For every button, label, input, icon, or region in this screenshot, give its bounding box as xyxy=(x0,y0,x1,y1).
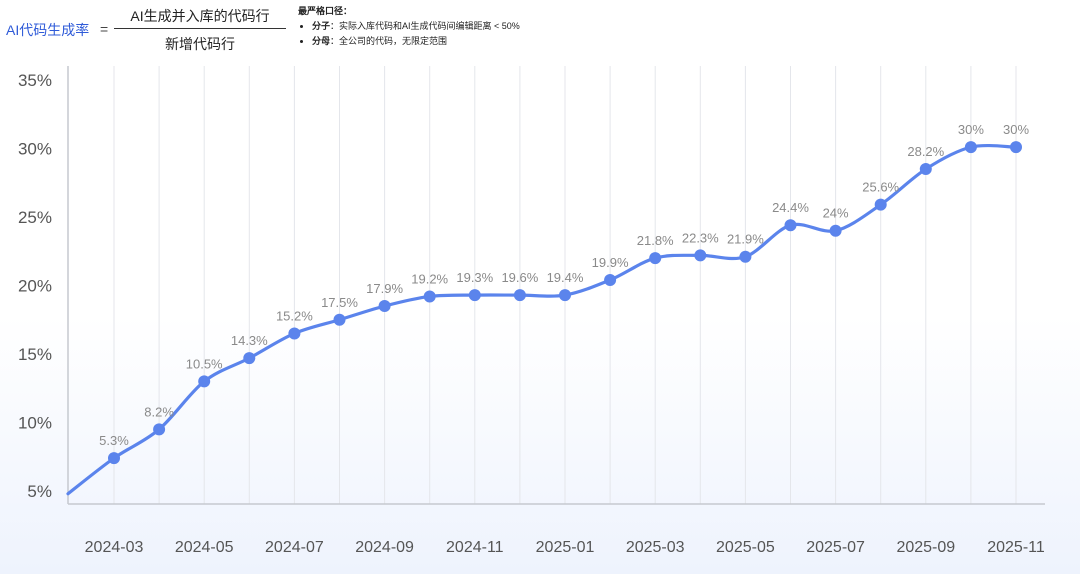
x-tick-label: 2024-05 xyxy=(175,539,234,556)
x-tick-label: 2025-07 xyxy=(806,539,865,556)
data-point xyxy=(784,219,797,232)
definition-notes: 最严格口径： 分子：实际入库代码和AI生成代码间编辑距离 < 50% 分母：全公… xyxy=(298,4,520,49)
data-label: 30% xyxy=(958,122,984,137)
data-point xyxy=(649,252,662,265)
data-point xyxy=(919,163,932,176)
data-label: 19.6% xyxy=(501,270,538,285)
formula-equals: = xyxy=(100,21,109,37)
notes-title: 最严格口径： xyxy=(298,6,353,16)
data-label: 21.8% xyxy=(637,233,674,248)
x-tick-label: 2024-11 xyxy=(446,539,504,556)
data-point xyxy=(739,250,752,263)
data-point xyxy=(378,300,391,313)
fraction-bar xyxy=(114,28,286,29)
data-label: 5.3% xyxy=(99,433,129,448)
formula: AI代码生成率 = AI生成并入库的代码行 新增代码行 xyxy=(6,4,286,54)
data-label: 14.3% xyxy=(231,333,268,348)
data-point xyxy=(333,313,346,326)
data-point xyxy=(829,224,842,237)
data-labels: 5.3% 8.2% 10.5% 14.3% 15.2% 17.5% 17.9% 19.2% 19… xyxy=(99,122,1029,448)
data-label: 30% xyxy=(1003,122,1029,137)
y-axis-ticks: 5% 10% 15% 20% 25% 30% 35% xyxy=(18,71,52,501)
x-axis-ticks: 2024-03 2024-05 2024-07 2024-09 2024-11 2025-… xyxy=(85,539,1045,556)
formula-lhs: AI代码生成率 xyxy=(6,22,90,38)
data-point xyxy=(874,198,887,211)
data-label: 19.9% xyxy=(592,255,629,270)
notes-label: 分子 xyxy=(312,21,331,31)
y-tick-label: 35% xyxy=(18,71,52,90)
data-point xyxy=(513,289,526,302)
y-tick-label: 10% xyxy=(18,414,52,433)
data-label: 10.5% xyxy=(186,356,223,371)
data-point xyxy=(198,375,211,388)
notes-list: 分子：实际入库代码和AI生成代码间编辑距离 < 50% 分母：全公司的代码，无限… xyxy=(298,19,520,49)
data-label: 19.3% xyxy=(456,270,493,285)
x-tick-label: 2025-03 xyxy=(626,539,685,556)
data-label: 17.5% xyxy=(321,295,358,310)
data-point xyxy=(694,249,707,262)
x-tick-label: 2024-03 xyxy=(85,539,144,556)
data-label: 17.9% xyxy=(366,281,403,296)
data-point xyxy=(288,327,301,340)
formula-denominator: 新增代码行 xyxy=(165,36,235,52)
notes-item-denominator: 分母：全公司的代码，无限定范围 xyxy=(312,34,520,49)
data-point xyxy=(423,290,436,303)
data-label: 15.2% xyxy=(276,308,313,323)
x-tick-label: 2025-09 xyxy=(896,539,955,556)
notes-label: 分母 xyxy=(312,36,331,46)
x-tick-label: 2025-01 xyxy=(536,539,595,556)
data-point xyxy=(243,352,256,365)
axes xyxy=(67,66,1045,505)
data-point xyxy=(468,289,481,302)
data-label: 8.2% xyxy=(144,404,174,419)
data-point xyxy=(559,289,571,302)
y-tick-label: 15% xyxy=(18,345,52,364)
x-tick-label: 2024-09 xyxy=(355,539,414,556)
data-point xyxy=(964,141,977,154)
data-point xyxy=(153,423,166,436)
data-point xyxy=(604,274,617,287)
data-point xyxy=(108,452,120,465)
data-label: 22.3% xyxy=(682,230,719,245)
x-tick-label: 2025-11 xyxy=(987,539,1045,556)
y-tick-label: 25% xyxy=(18,208,52,227)
data-label: 19.2% xyxy=(411,271,448,286)
series-group xyxy=(66,141,1022,496)
data-point xyxy=(1010,141,1022,154)
grid-lines xyxy=(113,66,1017,504)
data-label: 21.9% xyxy=(727,232,764,247)
formula-numerator: AI生成并入库的代码行 xyxy=(130,8,270,24)
data-label: 28.2% xyxy=(907,144,944,159)
data-label: 19.4% xyxy=(547,270,584,285)
notes-text: ：实际入库代码和AI生成代码间编辑距离 < 50% xyxy=(330,21,520,31)
notes-text: ：全公司的代码，无限定范围 xyxy=(330,36,448,46)
data-label: 24% xyxy=(823,206,849,221)
y-tick-label: 20% xyxy=(18,277,52,296)
y-tick-label: 30% xyxy=(18,140,52,159)
x-tick-label: 2025-05 xyxy=(716,539,775,556)
data-label: 25.6% xyxy=(862,180,899,195)
x-tick-label: 2024-07 xyxy=(265,539,324,556)
data-label: 24.4% xyxy=(772,200,809,215)
series-line xyxy=(66,143,1018,496)
notes-item-numerator: 分子：实际入库代码和AI生成代码间编辑距离 < 50% xyxy=(312,19,520,34)
y-tick-label: 5% xyxy=(27,482,52,501)
